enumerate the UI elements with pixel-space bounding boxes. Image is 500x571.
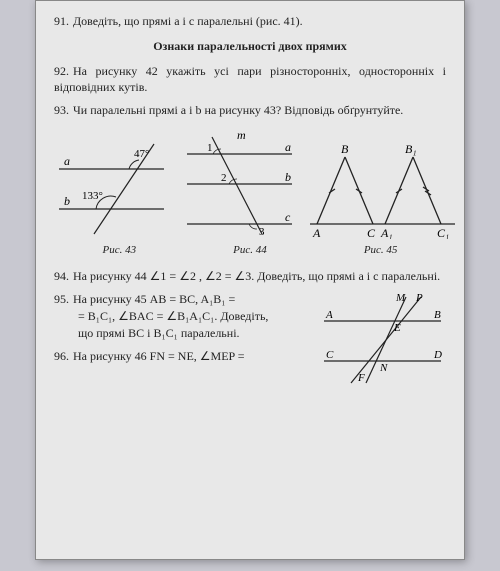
figures-row: a b 47° 133° m a b c 1 2 3 xyxy=(54,129,446,239)
problem-num: 95. xyxy=(54,292,69,306)
problem-93: 93. Чи паралельні прямі a і b на рисунку … xyxy=(54,102,446,119)
label-B: B xyxy=(434,309,441,321)
problem-num: 93. xyxy=(54,103,69,117)
label-A1: A₁ xyxy=(380,226,393,239)
problem-text: Чи паралельні прямі a і b на рисунку 43?… xyxy=(73,103,403,117)
label-m: m xyxy=(237,129,246,142)
page: 91. Доведіть, що прямі a і c паралельні (… xyxy=(35,0,465,560)
angles-text: ∠1 = ∠2 , ∠2 = ∠3. xyxy=(150,269,255,283)
label-N: N xyxy=(379,362,388,374)
label-A: A xyxy=(312,226,321,239)
problem-text-pre: На рисунку 44 xyxy=(73,269,150,283)
label-C1: C₁ xyxy=(437,226,449,239)
caption-43: Рис. 43 xyxy=(103,243,137,258)
label-E: E xyxy=(393,322,401,334)
figure-45: B B₁ A C A₁ C₁ xyxy=(305,139,460,239)
label-b: b xyxy=(285,170,291,184)
figure-43: a b 47° 133° xyxy=(54,139,169,239)
p95-line1: На рисунку 45 AB = BC, A₁B₁ = xyxy=(73,292,235,306)
angle-1: 1 xyxy=(207,142,213,154)
problem-num: 94. xyxy=(54,269,69,283)
label-b: b xyxy=(64,194,70,208)
p95-line2: = B₁C₁, ∠BAC = ∠B₁A₁C₁. Доведіть, xyxy=(54,309,268,323)
label-c: c xyxy=(285,210,291,224)
label-C: C xyxy=(367,226,376,239)
section-title: Ознаки паралельності двох прямих xyxy=(54,38,446,55)
figure-44: m a b c 1 2 3 xyxy=(177,129,297,239)
label-B: B xyxy=(341,142,349,156)
captions-row: Рис. 43 Рис. 44 Рис. 45 xyxy=(54,243,446,258)
problem-91: 91. Доведіть, що прямі a і c паралельні (… xyxy=(54,13,446,30)
problem-text-post: Доведіть, що прямі a і c паралельні. xyxy=(254,269,440,283)
problem-text: На рисунку 46 FN = NE, ∠MEP = xyxy=(73,349,245,363)
problem-text: На рисунку 42 укажіть усі пари різностор… xyxy=(54,64,446,95)
problem-92: 92.На рисунку 42 укажіть усі пари різнос… xyxy=(54,63,446,97)
angle-47: 47° xyxy=(134,148,149,160)
problem-num: 91. xyxy=(54,14,69,28)
label-P: P xyxy=(415,292,423,304)
p95-line3: що прямі BC і B₁C₁ паралельні. xyxy=(54,326,240,340)
caption-45: Рис. 45 xyxy=(364,243,398,258)
problem-94: 94. На рисунку 44 ∠1 = ∠2 , ∠2 = ∠3. Дове… xyxy=(54,268,446,285)
angle-2: 2 xyxy=(221,172,227,184)
problem-text: Доведіть, що прямі a і c паралельні (рис… xyxy=(73,14,303,28)
figure-46: M P A B E C D F N xyxy=(316,291,446,386)
problem-num: 92. xyxy=(54,64,69,78)
caption-44: Рис. 44 xyxy=(233,243,267,258)
label-A: A xyxy=(325,309,333,321)
problem-num: 96. xyxy=(54,349,69,363)
label-a: a xyxy=(64,154,70,168)
label-a: a xyxy=(285,140,291,154)
angle-3: 3 xyxy=(259,226,265,238)
label-F: F xyxy=(357,372,365,384)
label-C: C xyxy=(326,349,334,361)
label-B1: B₁ xyxy=(405,142,417,156)
angle-133: 133° xyxy=(82,190,103,202)
label-D: D xyxy=(433,349,442,361)
label-M: M xyxy=(395,292,406,304)
